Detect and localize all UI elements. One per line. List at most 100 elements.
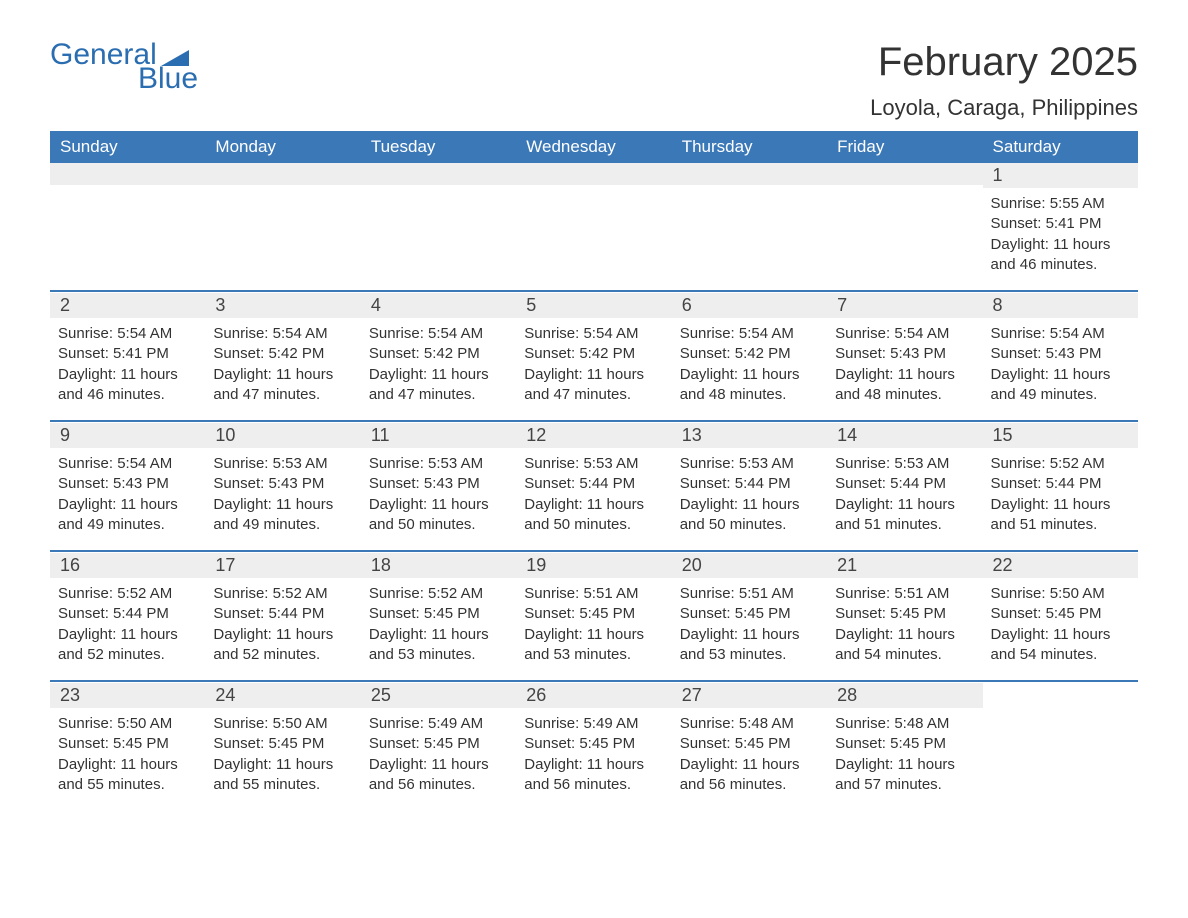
calendar-cell-empty [983,683,1138,811]
sunrise-line-value: 5:54 AM [117,455,172,472]
day-number-bar: 7 [827,293,982,318]
sunset-line-label: Sunset: [680,475,731,492]
sunrise-line: Sunrise: 5:52 AM [991,454,1130,474]
sunrise-line: Sunrise: 5:48 AM [680,714,819,734]
sunset-line: Sunset: 5:45 PM [991,604,1130,624]
sunset-line: Sunset: 5:44 PM [58,604,197,624]
day-number: 21 [833,553,861,577]
empty-day-bar [50,163,205,185]
sunrise-line-label: Sunrise: [58,585,113,602]
empty-day-bar [672,163,827,185]
sunset-line-value: 5:44 PM [735,475,791,492]
logo: General Blue [50,40,198,94]
day-details: Sunrise: 5:54 AMSunset: 5:42 PMDaylight:… [678,322,821,405]
day-number-bar: 25 [361,683,516,708]
sunset-line-value: 5:45 PM [424,605,480,622]
day-number-bar: 28 [827,683,982,708]
day-details: Sunrise: 5:53 AMSunset: 5:44 PMDaylight:… [522,452,665,535]
day-details: Sunrise: 5:54 AMSunset: 5:42 PMDaylight:… [522,322,665,405]
calendar-cell: 14Sunrise: 5:53 AMSunset: 5:44 PMDayligh… [827,423,982,551]
calendar-cell: 4Sunrise: 5:54 AMSunset: 5:42 PMDaylight… [361,293,516,421]
sunset-line: Sunset: 5:43 PM [58,474,197,494]
calendar-cell: 21Sunrise: 5:51 AMSunset: 5:45 PMDayligh… [827,553,982,681]
daylight-line: Daylight: 11 hours and 50 minutes. [680,495,819,536]
sunset-line: Sunset: 5:41 PM [58,344,197,364]
sunrise-line: Sunrise: 5:54 AM [213,324,352,344]
sunset-line-value: 5:44 PM [579,475,635,492]
day-number-bar: 2 [50,293,205,318]
empty-day-bar [205,163,360,185]
calendar-cell: 19Sunrise: 5:51 AMSunset: 5:45 PMDayligh… [516,553,671,681]
day-number: 15 [989,423,1017,447]
sunset-line: Sunset: 5:43 PM [991,344,1130,364]
sunset-line-value: 5:44 PM [1046,475,1102,492]
sunset-line: Sunset: 5:45 PM [369,734,508,754]
sunrise-line: Sunrise: 5:53 AM [369,454,508,474]
calendar-cell: 28Sunrise: 5:48 AMSunset: 5:45 PMDayligh… [827,683,982,811]
weekday-header-row: Sunday Monday Tuesday Wednesday Thursday… [50,131,1138,163]
weekday-friday: Friday [827,131,982,163]
sunset-line-label: Sunset: [58,605,109,622]
sunset-line: Sunset: 5:45 PM [835,604,974,624]
day-number-bar: 27 [672,683,827,708]
sunset-line-label: Sunset: [213,605,264,622]
sunrise-line-label: Sunrise: [680,585,735,602]
daylight-line-label: Daylight: [835,756,893,773]
day-details: Sunrise: 5:55 AMSunset: 5:41 PMDaylight:… [989,192,1132,275]
weekday-monday: Monday [205,131,360,163]
day-number-bar: 18 [361,553,516,578]
title-block: February 2025 Loyola, Caraga, Philippine… [870,40,1138,121]
daylight-line-label: Daylight: [680,366,738,383]
empty-day-bar [516,163,671,185]
sunrise-line-value: 5:53 AM [583,455,638,472]
day-number-bar: 16 [50,553,205,578]
weekday-sunday: Sunday [50,131,205,163]
sunrise-line: Sunrise: 5:50 AM [213,714,352,734]
sunrise-line-value: 5:48 AM [894,715,949,732]
sunset-line-label: Sunset: [369,735,420,752]
sunrise-line: Sunrise: 5:54 AM [369,324,508,344]
daylight-line: Daylight: 11 hours and 54 minutes. [991,625,1130,666]
day-number-bar: 12 [516,423,671,448]
sunset-line: Sunset: 5:45 PM [680,604,819,624]
day-number: 4 [367,293,385,317]
sunset-line-value: 5:45 PM [268,735,324,752]
sunrise-line-value: 5:50 AM [273,715,328,732]
day-number: 20 [678,553,706,577]
calendar-cell: 2 Sunrise: 5:54 AMSunset: 5:41 PMDaylight… [50,293,205,421]
daylight-line: Daylight: 11 hours and 55 minutes. [213,755,352,796]
sunset-line-value: 5:45 PM [890,605,946,622]
sunrise-line-value: 5:54 AM [428,325,483,342]
day-number: 10 [211,423,239,447]
sunset-line-value: 5:43 PM [890,345,946,362]
sunset-line-label: Sunset: [369,475,420,492]
sunrise-line-label: Sunrise: [369,455,424,472]
sunset-line: Sunset: 5:45 PM [213,734,352,754]
sunrise-line-value: 5:50 AM [1050,585,1105,602]
sunset-line-label: Sunset: [369,345,420,362]
sunrise-line-value: 5:52 AM [428,585,483,602]
day-number-bar: 15 [983,423,1138,448]
sunset-line-label: Sunset: [680,605,731,622]
sunset-line: Sunset: 5:45 PM [369,604,508,624]
calendar-row: 1Sunrise: 5:55 AMSunset: 5:41 PMDaylight… [50,163,1138,291]
daylight-line-label: Daylight: [680,626,738,643]
sunrise-line-label: Sunrise: [58,325,113,342]
calendar-cell-empty [361,163,516,291]
daylight-line-label: Daylight: [991,236,1049,253]
sunset-line-value: 5:45 PM [1046,605,1102,622]
day-details: Sunrise: 5:51 AMSunset: 5:45 PMDaylight:… [522,582,665,665]
daylight-line: Daylight: 11 hours and 49 minutes. [58,495,197,536]
sunrise-line-value: 5:49 AM [583,715,638,732]
calendar-row: 2Sunrise: 5:54 AMSunset: 5:41 PMDaylight… [50,293,1138,421]
empty-day-bar [361,163,516,185]
day-details: Sunrise: 5:54 AMSunset: 5:41 PMDaylight:… [56,322,199,405]
sunset-line-label: Sunset: [991,605,1042,622]
day-details: Sunrise: 5:53 AMSunset: 5:44 PMDaylight:… [678,452,821,535]
sunset-line: Sunset: 5:44 PM [524,474,663,494]
weekday-saturday: Saturday [983,131,1138,163]
sunset-line-value: 5:41 PM [113,345,169,362]
calendar-cell-empty [516,163,671,291]
day-details: Sunrise: 5:52 AMSunset: 5:45 PMDaylight:… [367,582,510,665]
sunset-line-label: Sunset: [835,735,886,752]
